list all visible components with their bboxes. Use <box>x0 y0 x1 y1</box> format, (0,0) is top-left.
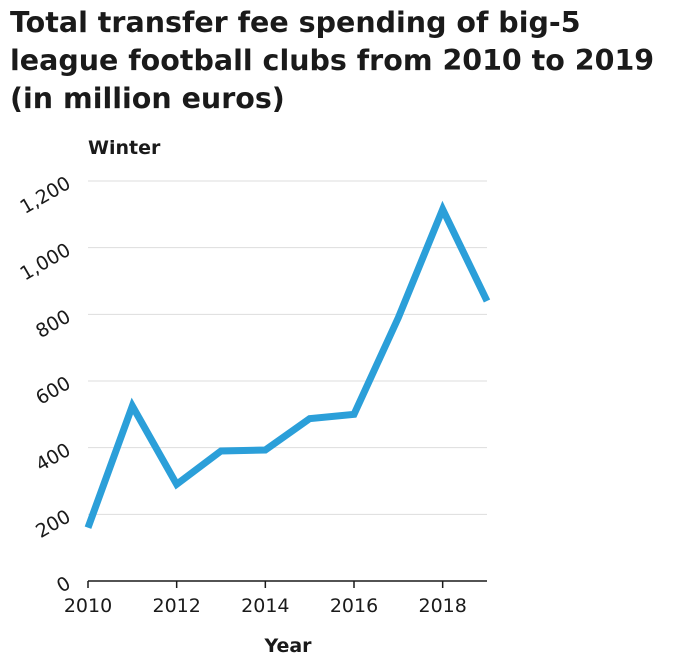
y-tick-label: 800 <box>32 306 74 343</box>
y-axis-title: Winter <box>88 137 161 159</box>
chart-title: Total transfer fee spending of big-5 lea… <box>10 6 655 115</box>
x-axis-title: Year <box>263 635 312 657</box>
y-tick-label: 400 <box>32 439 74 476</box>
x-axis <box>87 580 487 588</box>
y-tick-label: 600 <box>32 372 74 409</box>
y-tick-label: 1,000 <box>16 239 74 285</box>
x-tick-label: 2018 <box>418 595 466 617</box>
y-tick-label: 0 <box>53 572 74 597</box>
series-layer <box>84 200 491 529</box>
x-tick-label: 2014 <box>241 595 289 617</box>
series-line <box>84 200 491 529</box>
y-tick-label: 1,200 <box>16 172 74 218</box>
x-tick-label: 2016 <box>330 595 378 617</box>
x-tick-label: 2010 <box>64 595 112 617</box>
y-axis-tick-labels: 0 200 400 600 800 1,000 1,200 <box>16 172 74 597</box>
grid-lines <box>88 180 487 515</box>
y-tick-label: 200 <box>32 506 74 543</box>
x-axis-tick-labels: 2010 2012 2014 2016 2018 <box>64 595 467 617</box>
x-tick-label: 2012 <box>152 595 200 617</box>
